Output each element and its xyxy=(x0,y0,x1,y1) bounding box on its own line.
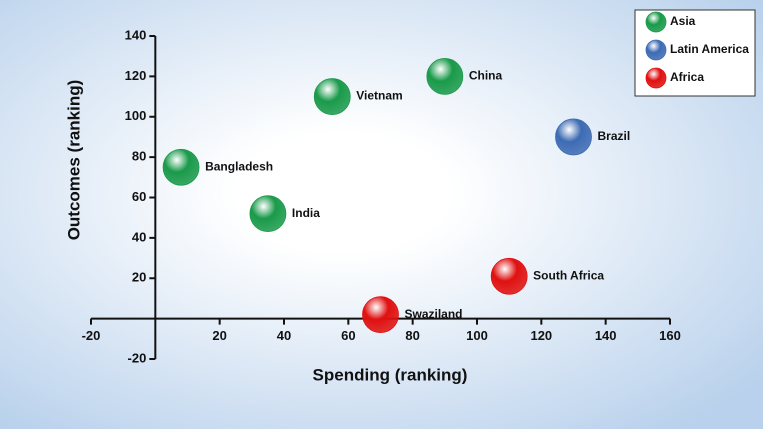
y-tick-label: 140 xyxy=(125,27,147,42)
y-tick-label: 120 xyxy=(125,68,147,83)
y-tick-label: 100 xyxy=(125,108,147,123)
x-tick-label: 20 xyxy=(212,328,226,343)
point-label: Bangladesh xyxy=(205,159,273,173)
point-label: Brazil xyxy=(598,129,631,143)
x-tick-label: -20 xyxy=(82,328,101,343)
legend-label: Africa xyxy=(670,70,704,84)
point-label: Swaziland xyxy=(405,307,463,321)
x-tick-label: 120 xyxy=(530,328,552,343)
y-tick-label: 40 xyxy=(132,229,146,244)
x-tick-label: 160 xyxy=(659,328,681,343)
bubble xyxy=(490,257,528,295)
legend-label: Asia xyxy=(670,14,696,28)
y-tick-label: 80 xyxy=(132,149,146,164)
legend-marker xyxy=(645,67,667,89)
bubble xyxy=(313,78,351,115)
point-label: China xyxy=(469,69,503,83)
legend-marker xyxy=(645,11,667,33)
legend-marker xyxy=(645,39,667,61)
bubble xyxy=(426,57,464,95)
point-label: Vietnam xyxy=(356,89,402,103)
x-tick-label: 100 xyxy=(466,328,488,343)
point-label: India xyxy=(292,206,320,220)
bubble xyxy=(249,195,287,233)
y-axis-title: Outcomes (ranking) xyxy=(64,80,83,241)
x-axis-title: Spending (ranking) xyxy=(313,365,468,384)
x-tick-label: 60 xyxy=(341,328,355,343)
x-tick-label: 80 xyxy=(405,328,419,343)
point-label: South Africa xyxy=(533,268,604,282)
x-tick-label: 140 xyxy=(595,328,617,343)
y-tick-label: 60 xyxy=(132,189,146,204)
legend-label: Latin America xyxy=(670,42,749,56)
y-tick-label: -20 xyxy=(128,350,147,365)
y-tick-label: 20 xyxy=(132,270,146,285)
x-tick-label: 40 xyxy=(277,328,291,343)
bubble xyxy=(555,118,592,156)
bubble xyxy=(362,296,399,333)
bubble xyxy=(162,148,200,186)
